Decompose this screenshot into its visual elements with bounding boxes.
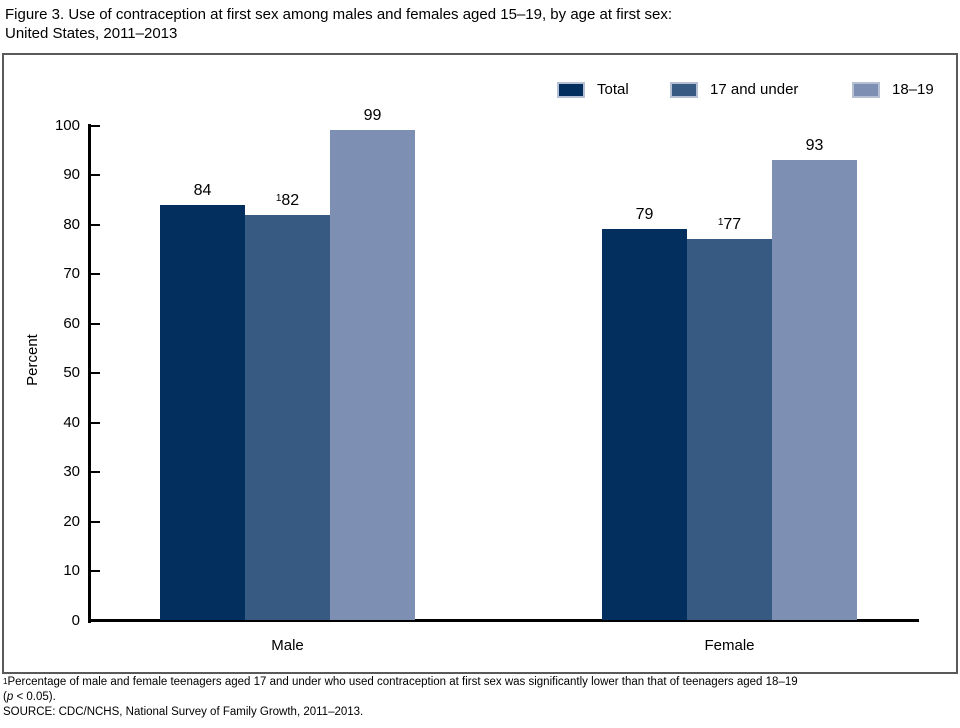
y-tick-label: 30 — [63, 463, 80, 480]
legend-label: Total — [597, 81, 629, 98]
legend-swatch — [557, 82, 585, 98]
y-tick — [91, 471, 100, 473]
y-axis-title: Percent — [24, 334, 41, 386]
y-tick-label: 40 — [63, 413, 80, 431]
y-tick-label: 90 — [63, 166, 80, 183]
page-title: Figure 3. Use of contraception at first … — [5, 5, 950, 43]
legend-label: 18–19 — [892, 81, 934, 98]
y-tick — [91, 174, 100, 176]
bar-female-1 — [687, 239, 772, 621]
page-title-line-1: Figure 3. Use of contraception at first … — [5, 6, 673, 23]
y-tick-label: 60 — [63, 314, 80, 332]
value-flag-superscript: 1 — [275, 192, 282, 204]
category-label-female: Female — [704, 637, 755, 654]
footnote-superscript: 1 — [3, 677, 8, 686]
y-tick — [91, 372, 100, 374]
y-tick-label: 50 — [63, 364, 80, 381]
y-tick — [91, 322, 100, 325]
y-tick — [91, 421, 100, 424]
page-title-line-2: United States, 2011–2013 — [5, 25, 178, 42]
y-tick-label: 0 — [71, 611, 80, 629]
y-tick-label: 80 — [63, 215, 80, 233]
category-label-male: Male — [271, 637, 304, 654]
bar-value-label: 84 — [193, 181, 212, 199]
bar-value-label: 99 — [363, 107, 382, 125]
bar-value-label: 79 — [635, 206, 654, 224]
bar-value-label: 182 — [275, 191, 300, 209]
footnote-source: SOURCE: CDC/NCHS, National Survey of Fam… — [3, 706, 364, 718]
y-tick-label: 20 — [63, 512, 80, 530]
y-tick — [91, 223, 100, 226]
y-tick — [91, 570, 100, 572]
bar-male-2 — [330, 130, 415, 621]
footnote-p-italic: p — [6, 691, 14, 703]
y-tick — [91, 124, 100, 127]
legend-label: 17 and under — [710, 81, 799, 98]
bar-male-0 — [160, 204, 245, 621]
bar-female-2 — [772, 160, 857, 621]
footnote: 1Percentage of male and female teenagers… — [3, 675, 953, 720]
y-tick-label: 70 — [63, 265, 80, 282]
y-tick-label: 10 — [63, 562, 80, 579]
footnote-line-1: 1Percentage of male and female teenagers… — [3, 675, 953, 690]
bar-female-0 — [602, 229, 687, 621]
bar-male-1 — [245, 214, 330, 621]
value-flag-superscript: 1 — [717, 217, 724, 229]
y-tick — [91, 520, 100, 523]
y-axis-line — [88, 124, 91, 623]
legend-swatch — [852, 82, 880, 98]
legend-swatch — [670, 82, 698, 98]
bar-value-label: 177 — [717, 216, 742, 234]
x-axis-line — [88, 619, 919, 622]
footnote-text: Percentage of male and female teenagers … — [7, 676, 798, 688]
y-tick — [91, 273, 100, 275]
footnote-line-2: (p < 0.05). — [3, 691, 56, 703]
bar-value-label: 93 — [805, 137, 824, 155]
y-tick-label: 100 — [54, 116, 80, 134]
